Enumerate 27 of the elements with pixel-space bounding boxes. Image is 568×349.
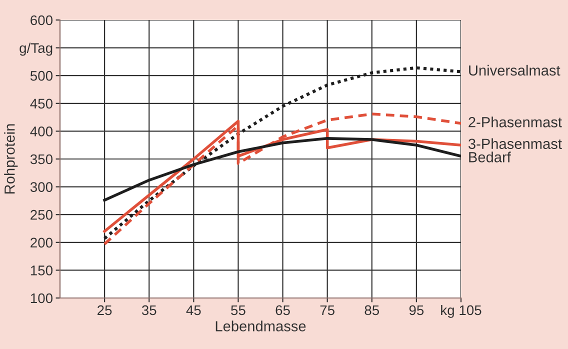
y-tick-label: 250 [30,210,53,220]
y-tick-label: 150 [30,266,53,276]
y-tick-label: 400 [30,126,53,136]
y-tick-label: 300 [30,182,53,192]
y-tick-label: 350 [30,154,53,164]
y-tick-label: g/Tag [20,42,52,56]
y-tick-label: 200 [30,238,53,248]
y-tick-label: 450 [30,98,53,109]
y-axis-title: Rohprotein [4,124,18,194]
series-label: Bedarf [469,152,511,162]
x-tick-label: 35 [142,305,156,316]
series-label: 2-Phasenmast [468,116,562,128]
x-tick-label: 75 [320,305,334,316]
x-tick-label: 55 [231,305,246,316]
y-tick-label: 100 [30,293,53,304]
x-tick-label: kg 105 [441,304,482,318]
series-label: 3-Phasenmast [468,138,562,150]
series-label: Universalmast [469,64,560,76]
x-tick-label: 95 [409,305,424,316]
x-tick-label: 45 [186,305,201,316]
line-series [103,66,461,240]
x-tick-label: 25 [98,305,112,316]
y-tick-label: 600 [30,15,53,26]
x-tick-label: 85 [364,305,380,316]
y-tick-label: 500 [30,70,53,81]
x-tick-label: 65 [276,305,290,316]
x-axis-title: Lebendmasse [216,320,306,332]
